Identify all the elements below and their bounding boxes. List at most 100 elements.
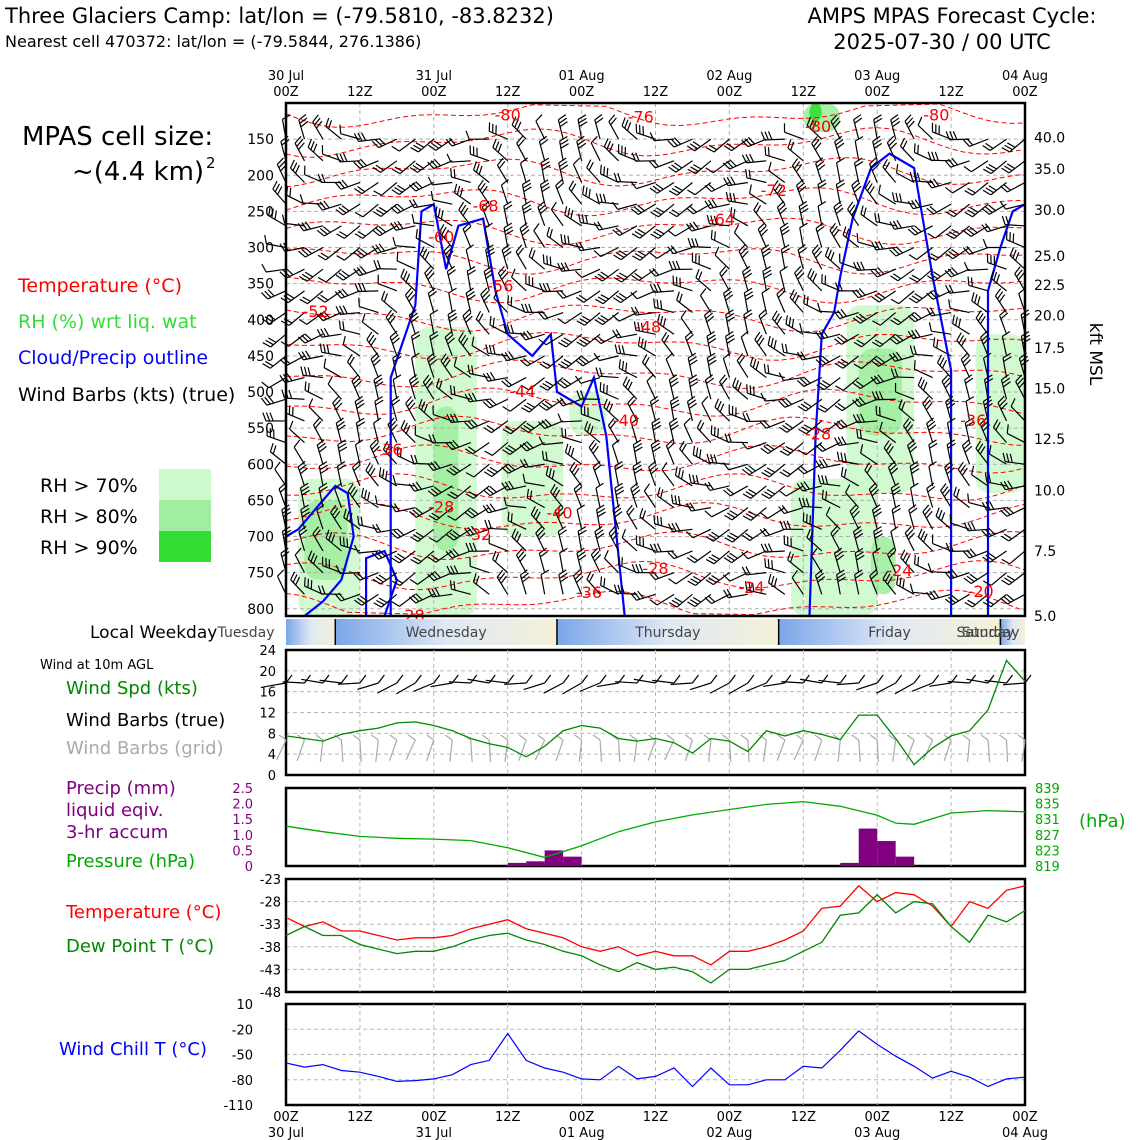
wind-barb-flag [780,222,789,229]
wind-barb-flag [671,209,680,215]
wind-barb-flag [357,185,366,193]
wind-barb-flag [668,602,678,608]
wind-barb-flag [356,267,364,275]
wind-barb-flag [1003,183,1011,191]
wind-barb-flag [434,587,441,597]
wind-barb-flag [588,188,591,198]
wind-barb-flag [917,556,920,566]
wind-barb-true [856,682,878,691]
wind-barb-flag [346,538,349,548]
wind-barb-flag [899,193,903,203]
wind-barb-flag [816,407,826,413]
wind-barb-flag [373,417,382,424]
wind-barb-flag [466,291,475,298]
wind-barb-flag [578,294,587,301]
wind-barb-true [377,682,398,694]
wind-barb-flag [597,221,604,230]
wind-barb-flag [298,525,307,533]
wind-barb-flag [638,564,644,573]
wind-barb-flag [533,508,539,518]
wind-barb-flag [336,255,345,261]
wind-barb-flag [499,269,507,277]
wind-barb-flag [791,570,798,579]
right-height-tick: 20.0 [1034,308,1065,324]
temperature-contour [285,157,1026,188]
wind-barb [621,537,638,552]
wind-barb-flag [371,552,380,560]
wind-barb-true-flag [396,674,404,684]
wind-barb-grid [664,739,675,761]
wind-barb [931,330,952,335]
wind-barb-flag [408,309,417,316]
wind-barb-flag [710,425,713,435]
wind-barb-flag [940,483,947,491]
wind-barb-flag [705,535,714,542]
windchill-tick: -110 [223,1099,253,1114]
wind-barb-flag [353,161,361,169]
wind-barb-flag [754,331,761,340]
wind-barb [1005,203,1026,210]
wind-barb-flag [793,161,801,170]
wind-barb-flag [948,231,958,237]
wind-barb [417,572,435,585]
wind-barb-flag [549,256,552,266]
wind-barb-flag [359,158,367,167]
wind-barb-flag [375,164,384,171]
wind-barb-flag [370,352,379,360]
wind-barb [362,321,379,335]
wind-barb [432,199,453,205]
wind-barb-flag [302,296,311,302]
cell-size-value: ~(4.4 km) [72,157,204,187]
wind-barb-grid-flag [481,734,490,741]
wind-barb-flag [855,551,864,558]
wind-barb-flag [980,330,988,338]
wind-barb-flag [985,187,994,194]
wind-barb-flag [890,298,900,305]
wind-barb-flag [519,459,526,468]
wind-barb-flag [705,167,714,174]
wind-barb-true [911,682,933,692]
wind-barb-flag [390,222,397,231]
wind-barb [952,181,970,194]
wind-barb-flag [391,601,400,607]
legend-rh70-label: RH > 70% [40,475,138,497]
wind-barb-flag [556,507,564,515]
wind-barb-flag [519,222,528,229]
wind-barb-flag [979,446,986,455]
wind-barb-flag [962,247,970,255]
wind-barb-flag [925,402,933,411]
wind-barb-flag [373,359,381,367]
wind-barb-flag [300,482,309,489]
wind-barb-flag [428,290,437,298]
wind-barb-flag [582,315,591,322]
wind-barb [453,365,472,379]
wind-barb-flag [975,440,982,449]
top-date-label: 30 Jul [268,69,304,84]
wind-barb-flag [563,234,567,244]
wind-barb-flag [910,313,919,321]
wind-barb-flag [409,511,417,518]
precip-tick: 0 [245,860,253,875]
main-panel-frame [284,101,1027,618]
wind-barb-flag [688,402,697,410]
wind-barb-flag [706,214,711,224]
wind-barb [674,225,693,237]
wind-barb-flag [833,200,842,208]
wind-barb-grid [518,739,527,761]
wind-barb-true [652,679,675,684]
wind-barb-flag [759,421,767,429]
wind-barb-flag [935,507,940,517]
wind-barb-flag [687,189,696,196]
wind-barb-flag [971,292,975,302]
wind-barb-flag [983,168,992,175]
wind-barb-flag [926,591,933,600]
wind-barb-flag [367,465,374,474]
temperature-contour-label: -32 [465,525,491,544]
wind-barb-flag [926,292,934,300]
wind-barb-flag [486,251,496,258]
wind-barb-flag [410,312,418,320]
temperature-contour [285,560,1026,591]
wind-barb-flag [453,581,456,591]
wind-barb-flag [737,382,742,392]
wind-barb-flag [369,467,376,477]
